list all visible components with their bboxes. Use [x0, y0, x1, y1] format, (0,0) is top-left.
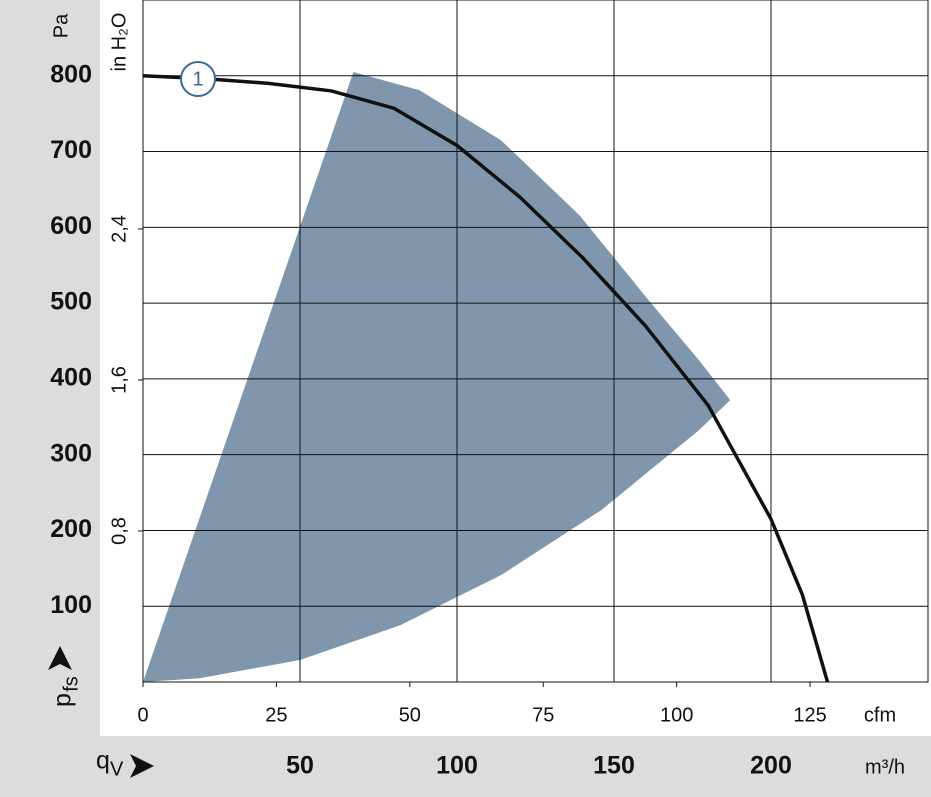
operating-region	[143, 71, 731, 682]
x2-label: cfm	[864, 704, 896, 726]
y-tick-label: 700	[50, 136, 92, 164]
y-symbol-sub: fs	[60, 676, 82, 692]
bottom-band	[0, 736, 931, 797]
y-tick-label: 200	[50, 515, 92, 543]
x2-tick-label: 25	[265, 704, 287, 726]
y-symbol: p	[49, 693, 77, 707]
y2-tick-label: 0,8	[108, 517, 130, 545]
x-tick-label: 100	[436, 752, 478, 780]
y2-label: in H₂O	[108, 13, 130, 72]
plot	[142, 0, 929, 683]
curve-label-circle	[180, 61, 216, 97]
y2-tick-label: 2,4	[108, 215, 130, 243]
y-tick-label: 800	[50, 60, 92, 88]
x2-tick-label: 75	[532, 704, 554, 726]
x-symbol-sub: V	[110, 758, 124, 780]
curve-label: 1	[192, 68, 203, 90]
y2-tick-label: 1,6	[108, 366, 130, 394]
curve	[142, 74, 830, 683]
y-tick-label: 600	[50, 212, 92, 240]
x-tick-label: 150	[593, 752, 635, 780]
x2-tick-label: 125	[793, 704, 826, 726]
plot-frame	[142, 0, 929, 683]
y-arrow	[48, 646, 72, 670]
y-tick-label: 400	[50, 363, 92, 391]
x2-tick-label: 50	[399, 704, 421, 726]
x-tick-label: 200	[750, 752, 792, 780]
x-label: m³/h	[865, 756, 905, 778]
x-symbol: q	[96, 747, 110, 775]
y-label: Pa	[50, 13, 72, 38]
y-tick-label: 100	[50, 591, 92, 619]
y-tick-label: 300	[50, 439, 92, 467]
y-tick-label: 500	[50, 288, 92, 316]
x-arrow	[130, 754, 154, 778]
x2-tick-label: 0	[137, 704, 148, 726]
x2-tick-label: 100	[660, 704, 693, 726]
left-band	[0, 0, 100, 797]
x-tick-label: 50	[286, 752, 314, 780]
